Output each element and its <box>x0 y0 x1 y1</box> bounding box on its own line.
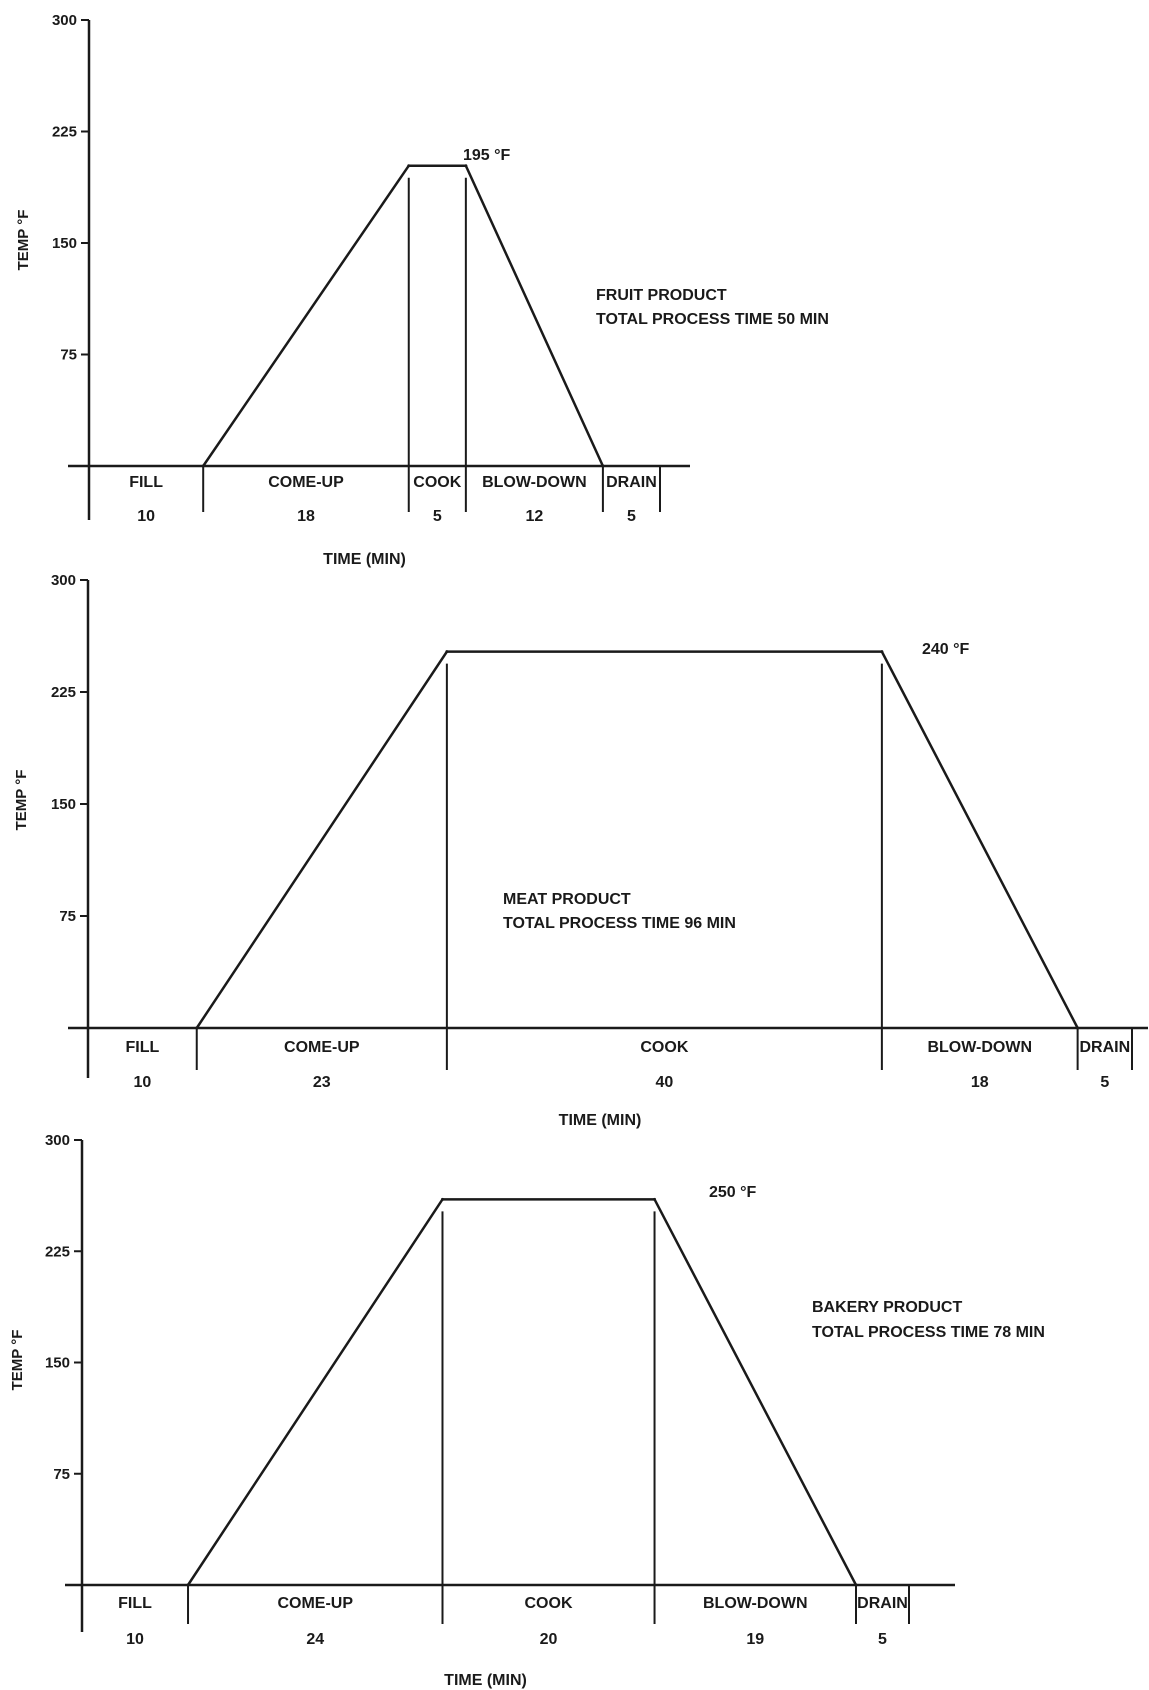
y-tick-label: 300 <box>52 12 77 29</box>
segment-name-cook: COOK <box>640 1039 688 1056</box>
segment-duration: 10 <box>133 1074 151 1091</box>
y-tick-label: 150 <box>51 796 76 813</box>
chart-subtitle: TOTAL PROCESS TIME 78 MIN <box>812 1324 1045 1341</box>
segment-duration: 19 <box>746 1631 764 1648</box>
chart-title: MEAT PRODUCT <box>503 891 631 908</box>
chart-subtitle: TOTAL PROCESS TIME 96 MIN <box>503 915 736 932</box>
segment-name-cook: COOK <box>525 1595 573 1612</box>
y-tick-label: 75 <box>59 908 76 925</box>
segment-name-come-up: COME-UP <box>284 1039 360 1056</box>
chart-panel-3: 300 225 150 75 TEMP °F FILL 10 COME-UP 24 COOK 20 B… <box>9 1132 1045 1689</box>
y-axis-label: TEMP °F <box>13 770 30 831</box>
segment-duration: 18 <box>297 508 315 525</box>
profile-point <box>201 464 205 468</box>
segment-duration: 10 <box>137 508 155 525</box>
profile-point <box>1076 1026 1080 1030</box>
chart-title: FRUIT PRODUCT <box>596 287 727 304</box>
segment-duration: 40 <box>655 1074 673 1091</box>
segment-duration: 12 <box>525 508 543 525</box>
temperature-profile-line <box>202 164 605 467</box>
chart-panel-1: 300 225 150 75 TEMP °F FILL 10 COME-UP 18 COOK 5 BL… <box>15 12 829 568</box>
x-axis-label: TIME (MIN) <box>323 551 406 568</box>
profile-point <box>407 164 411 168</box>
peak-temperature-label: 250 °F <box>709 1184 757 1201</box>
y-tick-label: 75 <box>53 1466 70 1483</box>
profile-point <box>445 650 449 654</box>
segment-name-drain: DRAIN <box>606 474 657 491</box>
segment-name-come-up: COME-UP <box>277 1595 353 1612</box>
y-tick-label: 225 <box>45 1243 70 1260</box>
temperature-profile-line <box>195 650 1079 1029</box>
profile-point <box>440 1197 444 1201</box>
segment-name-blow-down: BLOW-DOWN <box>703 1595 808 1612</box>
y-tick-label: 150 <box>45 1355 70 1372</box>
y-tick-label: 225 <box>52 124 77 141</box>
peak-temperature-label: 240 °F <box>922 641 970 658</box>
chart-subtitle: TOTAL PROCESS TIME 50 MIN <box>596 311 829 328</box>
y-tick-label: 75 <box>60 347 77 364</box>
segment-name-cook: COOK <box>413 474 461 491</box>
chart-title: BAKERY PRODUCT <box>812 1299 962 1316</box>
segment-duration: 18 <box>971 1074 989 1091</box>
segment-duration: 5 <box>878 1631 887 1648</box>
segment-duration: 23 <box>313 1074 331 1091</box>
segment-duration: 20 <box>540 1631 558 1648</box>
y-tick-label: 300 <box>51 572 76 589</box>
segment-duration: 5 <box>1100 1074 1109 1091</box>
segment-name-drain: DRAIN <box>1079 1039 1130 1056</box>
y-axis-label: TEMP °F <box>9 1330 26 1391</box>
chart-panel-2: 300 225 150 75 TEMP °F FILL 10 COME-UP 23 COOK 40 B… <box>13 572 1148 1129</box>
segment-duration: 5 <box>627 508 636 525</box>
profile-point <box>186 1583 190 1587</box>
profile-point <box>854 1583 858 1587</box>
y-axis-label: TEMP °F <box>15 210 32 271</box>
x-axis-label: TIME (MIN) <box>444 1672 527 1689</box>
y-tick-label: 225 <box>51 684 76 701</box>
segment-name-come-up: COME-UP <box>268 474 344 491</box>
y-tick-label: 150 <box>52 235 77 252</box>
y-tick-label: 300 <box>45 1132 70 1149</box>
segment-duration: 24 <box>306 1631 324 1648</box>
profile-point <box>880 650 884 654</box>
temperature-profile-line <box>186 1198 858 1586</box>
segment-name-fill: FILL <box>125 1039 159 1056</box>
segment-duration: 10 <box>126 1631 144 1648</box>
peak-temperature-label: 195 °F <box>463 147 511 164</box>
profile-point <box>464 164 468 168</box>
profile-point <box>195 1026 199 1030</box>
segment-name-fill: FILL <box>118 1595 152 1612</box>
segment-name-drain: DRAIN <box>857 1595 908 1612</box>
profile-point <box>601 464 605 468</box>
segment-name-blow-down: BLOW-DOWN <box>927 1039 1032 1056</box>
profile-point <box>653 1197 657 1201</box>
segment-name-blow-down: BLOW-DOWN <box>482 474 587 491</box>
x-axis-label: TIME (MIN) <box>559 1112 642 1129</box>
segment-duration: 5 <box>433 508 442 525</box>
segment-name-fill: FILL <box>129 474 163 491</box>
